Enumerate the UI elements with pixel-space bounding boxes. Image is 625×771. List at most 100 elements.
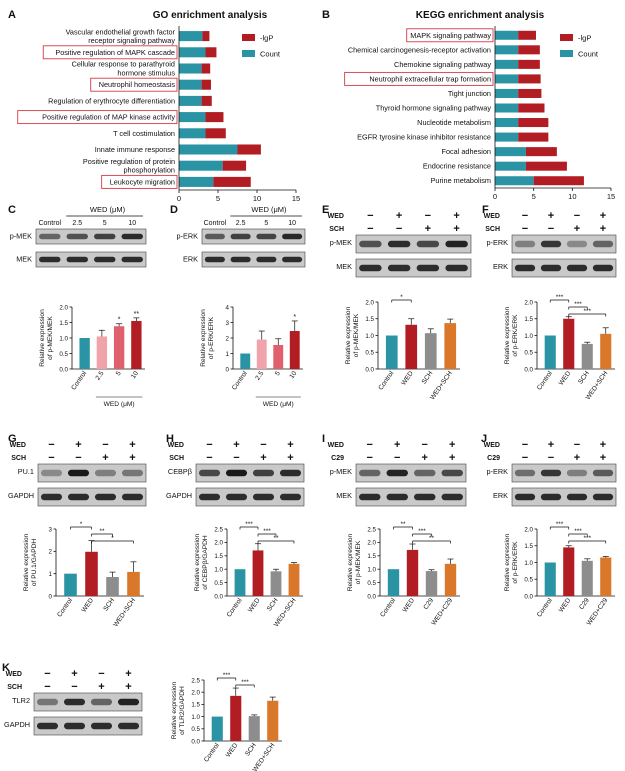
x-tick-label: 10	[253, 194, 261, 203]
term-label: receptor signaling pathway	[88, 36, 175, 45]
x-category-label: Control	[70, 370, 88, 392]
treatment-sign: +	[425, 223, 431, 235]
x-category-label: WED	[81, 597, 96, 614]
legend-label: Count	[260, 50, 281, 59]
x-category-label: Control	[231, 370, 249, 392]
y-tick-label: 2.0	[524, 299, 533, 306]
count-bar	[179, 160, 223, 171]
highlight-box	[90, 77, 178, 92]
bar	[544, 562, 556, 596]
x-category-label: WED	[400, 370, 415, 387]
panel-A: A GO enrichment analysis Vascular endothel…	[8, 9, 300, 203]
lgp-bar	[213, 176, 251, 187]
highlight-box	[406, 28, 494, 43]
bar	[600, 557, 612, 596]
treatment-sign: +	[75, 439, 81, 451]
blot-label: p-MEK	[330, 467, 352, 476]
band	[40, 469, 63, 477]
significance-mark: **	[429, 535, 435, 542]
treatment-sign: +	[125, 668, 131, 680]
count-bar	[495, 30, 519, 40]
x-tick-label: 15	[607, 192, 615, 201]
treatment-sign: −	[522, 452, 528, 464]
x-axis-title: WED (μM)	[263, 401, 294, 408]
bar	[248, 716, 260, 741]
band	[514, 469, 536, 477]
bar	[240, 353, 251, 369]
treatment-label: WED	[484, 213, 500, 220]
count-bar	[495, 147, 526, 157]
term-label: Chemical carcinogenesis-receptor activat…	[348, 45, 491, 54]
y-axis-label: Relative expression	[194, 533, 201, 591]
band	[121, 469, 144, 477]
term-label: Chemokine signaling pathway	[394, 60, 491, 69]
blot-membrane	[35, 228, 147, 245]
highlight-box	[101, 174, 178, 189]
treatment-label: SCH	[329, 226, 344, 233]
y-axis-label: Relative expression	[504, 306, 511, 364]
y-tick-label: 0.0	[367, 593, 376, 600]
y-tick-label: 1.0	[365, 333, 374, 340]
panel-letter: H	[166, 433, 174, 445]
band	[66, 233, 88, 240]
band	[282, 233, 303, 240]
y-tick-label: 1.0	[524, 560, 533, 567]
blot-label: GAPDH	[4, 720, 30, 729]
y-tick-label: 0.0	[524, 366, 533, 373]
blot-label: GAPDH	[8, 491, 34, 500]
treatment-sign: −	[394, 452, 400, 464]
y-tick-label: 0.5	[214, 580, 223, 587]
highlight-box	[42, 45, 178, 60]
bar	[211, 716, 223, 741]
bar	[288, 563, 300, 596]
blot-membrane	[37, 463, 147, 483]
treatment-sign: −	[48, 439, 54, 451]
treatment-sign: +	[600, 439, 606, 451]
bar	[64, 573, 77, 596]
significance-mark: ***	[556, 521, 564, 528]
x-category-label: SCH	[421, 370, 435, 386]
significance-mark: ***	[583, 308, 591, 315]
y-tick-label: 2.0	[365, 299, 374, 306]
band	[566, 469, 588, 477]
band	[514, 240, 536, 248]
band	[359, 264, 382, 272]
x-tick-label: 0	[177, 194, 181, 203]
y-tick-label: 0.5	[367, 580, 376, 587]
treatment-sign: +	[600, 452, 606, 464]
treatment-sign: −	[425, 210, 431, 222]
lgp-bar	[205, 47, 217, 58]
treatment-sign: +	[600, 210, 606, 222]
y-axis-label: Relative expression	[171, 681, 178, 739]
term-label: Positive regulation of MAP kinase activi…	[42, 113, 175, 122]
count-bar	[179, 31, 203, 42]
x-category-label: 10	[130, 370, 140, 380]
y-tick-label: 2	[49, 549, 53, 556]
y-axis-label: Relative expression	[345, 306, 352, 364]
treatment-sign: −	[206, 439, 212, 451]
significance-mark: ***	[223, 672, 231, 679]
band	[256, 233, 277, 240]
legend-label: Count	[578, 50, 599, 59]
significance-mark: ***	[245, 521, 253, 528]
x-tick-label: 0	[493, 192, 497, 201]
band	[121, 493, 144, 501]
count-bar	[495, 161, 526, 171]
term-label: Neutrophil extracellular trap formation	[369, 74, 491, 83]
blot-label: CEBPβ	[168, 467, 192, 476]
lane-label: Control	[204, 220, 227, 227]
term-label: Positive regulation of MAPK cascade	[55, 48, 175, 57]
band	[204, 233, 225, 240]
term-label: hormone stimulus	[117, 68, 175, 77]
treatment-sign: −	[548, 223, 554, 235]
band	[416, 240, 440, 248]
x-category-label: WED	[225, 742, 240, 759]
significance-mark: **	[400, 521, 406, 528]
count-bar	[179, 95, 202, 106]
band	[359, 469, 381, 477]
term-label: Neutrophil homeostasis	[99, 80, 176, 89]
band	[67, 493, 90, 501]
count-bar	[495, 74, 519, 84]
